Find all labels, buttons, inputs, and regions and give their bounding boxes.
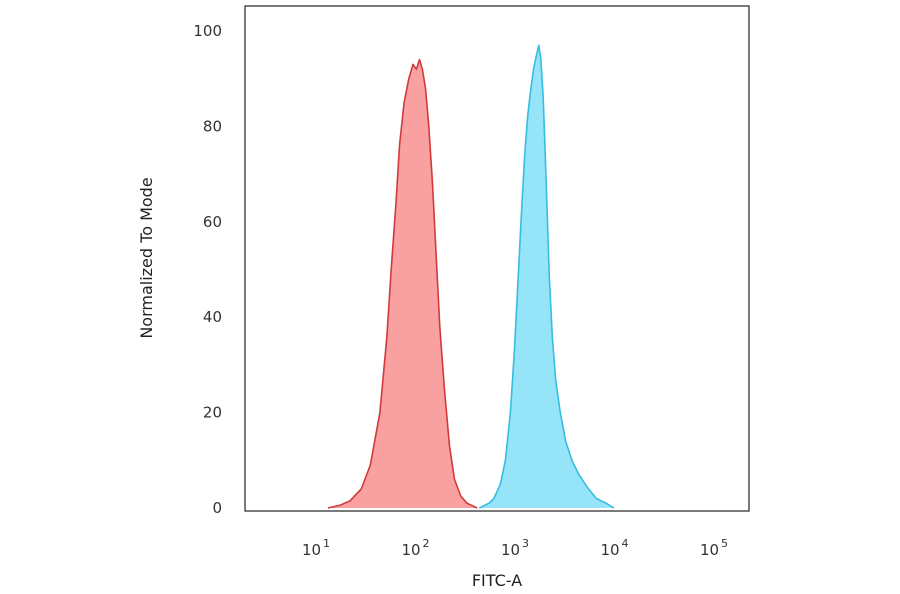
x-tick-label: 10 5 bbox=[700, 537, 728, 559]
plot-frame bbox=[244, 5, 750, 512]
y-axis-label: Normalized To Mode bbox=[137, 177, 156, 338]
series-2-outline bbox=[479, 44, 615, 509]
series-2-area bbox=[479, 45, 614, 509]
y-tick-label: 0 bbox=[212, 499, 222, 517]
x-axis-ticks: 10 1 10 2 10 3 10 4 10 5 bbox=[302, 537, 728, 559]
y-tick-label: 40 bbox=[203, 308, 222, 326]
y-tick-label: 80 bbox=[203, 117, 222, 135]
x-tick-label: 10 2 bbox=[401, 537, 429, 559]
x-tick-label: 10 3 bbox=[501, 537, 529, 559]
y-tick-label: 60 bbox=[203, 213, 222, 231]
x-axis-label: FITC-A bbox=[472, 571, 522, 590]
series-layer bbox=[327, 44, 615, 509]
x-tick-label: 10 1 bbox=[302, 537, 330, 559]
y-axis-ticks: 0 20 40 60 80 100 bbox=[193, 22, 222, 517]
series-1-outline bbox=[327, 58, 478, 509]
y-tick-label: 100 bbox=[193, 22, 222, 40]
series-1-area bbox=[327, 59, 478, 508]
y-tick-label: 20 bbox=[203, 404, 222, 422]
x-tick-label: 10 4 bbox=[600, 537, 628, 559]
